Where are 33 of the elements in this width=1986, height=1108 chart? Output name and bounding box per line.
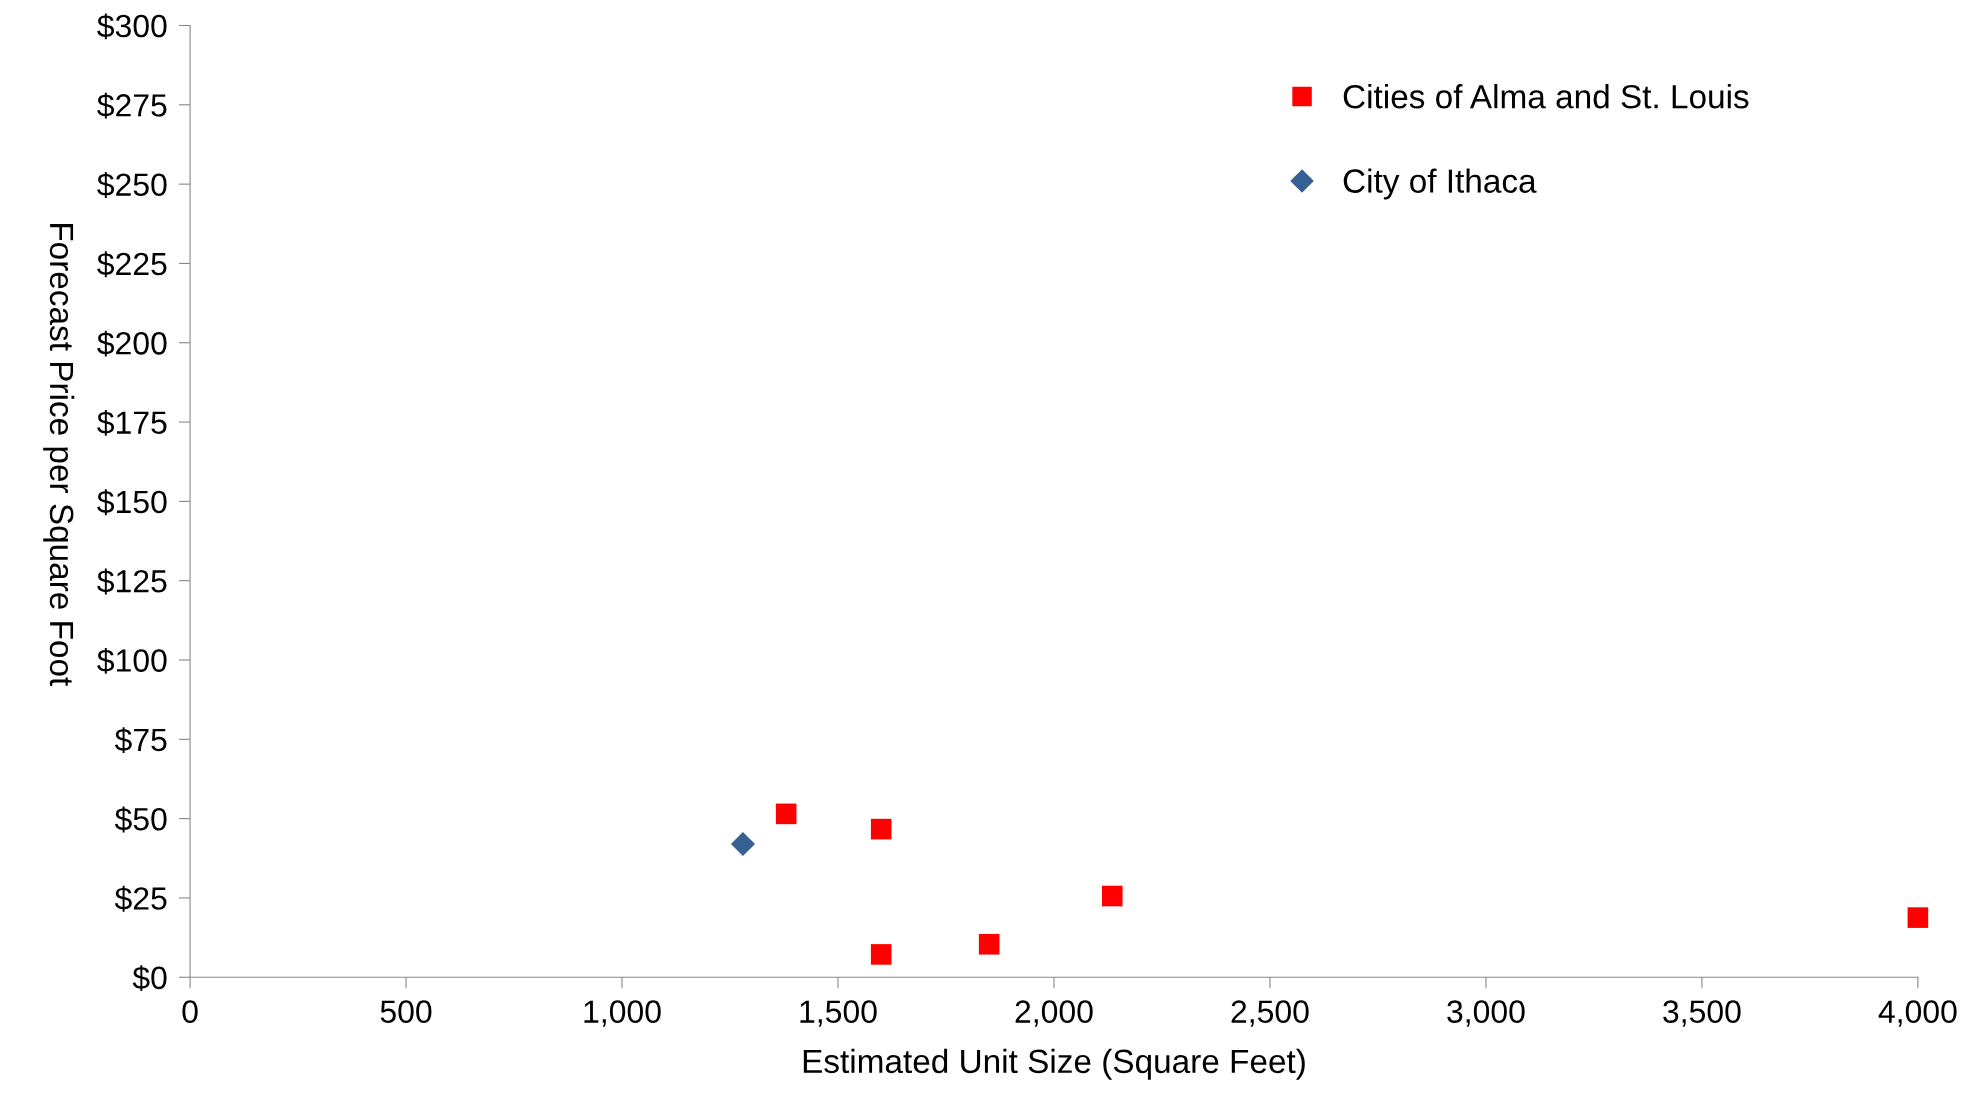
y-tick-label: $25: [114, 885, 167, 912]
x-tick-label: 4,000: [1878, 1000, 1957, 1027]
y-tick-label: $50: [114, 806, 167, 833]
y-tick-label: $200: [97, 330, 167, 357]
point: [870, 944, 892, 965]
x-tick-label: 0: [182, 1000, 198, 1023]
point: [730, 831, 755, 857]
x-tick-label: 1,000: [584, 1000, 661, 1027]
point: [978, 933, 1000, 955]
x-axis-title: Estimated Unit Size (Square Feet): [803, 1048, 1305, 1080]
legend-label: Cities of Alma and St. Louis: [1343, 84, 1749, 109]
y-tick-label: $125: [97, 568, 167, 595]
y-tick-label: $0: [132, 965, 167, 992]
y-tick-label: $150: [97, 489, 167, 516]
point: [870, 818, 892, 840]
x-tick-label: 1,500: [800, 1000, 877, 1027]
x-tick-label: 3,500: [1663, 1000, 1741, 1027]
y-axis-title: Forecast Price per Square Foot: [43, 224, 75, 687]
y-tick-label: $75: [114, 727, 167, 754]
x-tick-label: 3,000: [1447, 1000, 1525, 1027]
x-tick-label: 500: [380, 1000, 432, 1023]
point: [1101, 885, 1123, 907]
point: [775, 803, 797, 825]
point: [1907, 907, 1929, 928]
y-tick-label: $250: [97, 172, 167, 198]
legend-label: City of Ithaca: [1343, 168, 1537, 200]
y-tick-label: $175: [97, 409, 167, 436]
y-tick-label: $275: [97, 92, 167, 119]
y-tick-label: $300: [97, 13, 167, 40]
y-tick-label: $225: [97, 251, 167, 278]
x-tick-label: 2,500: [1231, 1000, 1309, 1027]
x-tick-label: 2,000: [1015, 1000, 1093, 1027]
y-tick-label: $100: [97, 647, 167, 674]
